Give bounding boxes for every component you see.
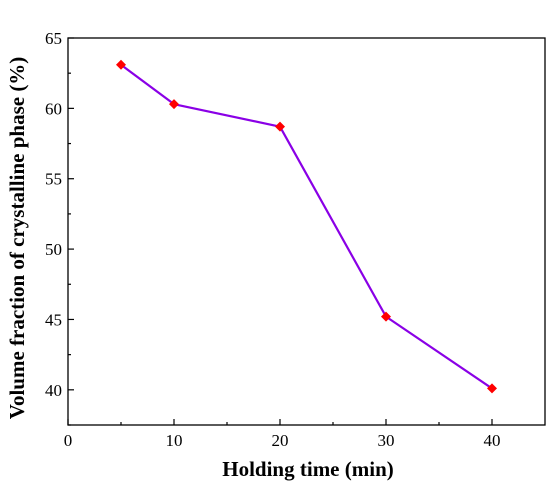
y-tick-label: 45 <box>45 310 62 329</box>
x-tick-label: 10 <box>166 431 183 450</box>
y-tick-label: 40 <box>45 381 62 400</box>
series-line <box>120 63 493 390</box>
x-axis-ticks: 0 10 20 30 40 <box>64 419 501 450</box>
x-tick-label: 20 <box>272 431 289 450</box>
y-tick-label: 55 <box>45 170 62 189</box>
x-tick-label: 30 <box>378 431 395 450</box>
x-axis-title: Holding time (min) <box>222 457 394 481</box>
data-point-marker <box>275 121 285 132</box>
data-point-marker <box>487 383 497 394</box>
y-axis-title: Volume fraction of crystalline phase (%) <box>5 57 29 420</box>
data-point-marker <box>169 99 179 110</box>
y-tick-label: 50 <box>45 240 62 259</box>
y-axis-ticks: 40 45 50 55 60 65 <box>45 29 74 426</box>
plot-frame <box>67 37 546 426</box>
data-point-marker <box>381 311 391 322</box>
y-tick-label: 60 <box>45 99 62 118</box>
x-tick-label: 0 <box>64 431 73 450</box>
x-tick-label: 40 <box>484 431 501 450</box>
series-layer <box>116 59 497 394</box>
y-tick-label: 65 <box>45 29 62 48</box>
data-point-marker <box>116 59 126 70</box>
